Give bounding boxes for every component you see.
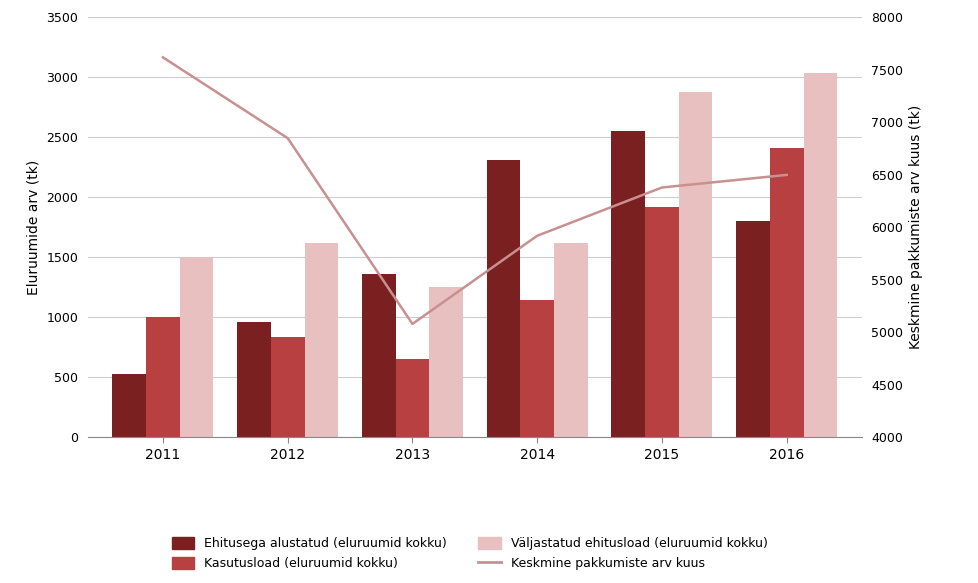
Bar bbox=[180, 257, 213, 437]
Y-axis label: Eluruumide arv (tk): Eluruumide arv (tk) bbox=[27, 160, 41, 295]
Bar bbox=[611, 131, 645, 437]
Bar bbox=[554, 243, 587, 437]
Bar bbox=[803, 73, 836, 437]
Bar bbox=[271, 337, 304, 437]
Bar bbox=[735, 222, 769, 437]
Bar bbox=[395, 359, 428, 437]
Legend: Ehitusega alustatud (eluruumid kokku), Kasutusload (eluruumid kokku), Väljastatu: Ehitusega alustatud (eluruumid kokku), K… bbox=[165, 531, 774, 577]
Bar bbox=[486, 160, 520, 437]
Bar bbox=[520, 300, 554, 437]
Bar bbox=[304, 243, 337, 437]
Bar bbox=[146, 317, 180, 437]
Bar bbox=[428, 287, 463, 437]
Bar bbox=[645, 207, 678, 437]
Bar bbox=[769, 147, 803, 437]
Bar bbox=[237, 322, 271, 437]
Bar bbox=[678, 92, 712, 437]
Bar bbox=[112, 374, 146, 437]
Y-axis label: Keskmine pakkumiste arv kuus (tk): Keskmine pakkumiste arv kuus (tk) bbox=[908, 106, 922, 349]
Bar bbox=[362, 274, 395, 437]
